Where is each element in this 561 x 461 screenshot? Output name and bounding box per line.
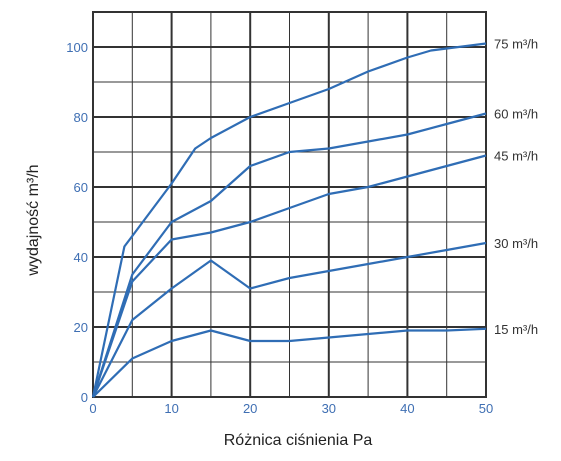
plot-frame (92, 11, 487, 398)
y-tick-label: 40 (74, 250, 88, 265)
x-tick-label: 40 (400, 401, 414, 416)
y-tick-label: 60 (74, 180, 88, 195)
x-axis-label: Różnica ciśnienia Pa (224, 432, 373, 449)
y-tick-label: 80 (74, 110, 88, 125)
y-tick-label: 0 (81, 390, 88, 405)
axis-ticks: 0 10 20 30 40 50 0 20 40 60 80 100 (66, 40, 493, 416)
series-label: 15 m³/h (494, 322, 538, 337)
series-label: 45 m³/h (494, 149, 538, 164)
x-tick-label: 30 (322, 401, 336, 416)
series-label: 75 m³/h (494, 37, 538, 52)
series-line (92, 241, 487, 398)
series-line (91, 154, 487, 398)
grid (92, 11, 487, 398)
series-line (91, 112, 487, 398)
x-tick-label: 20 (243, 401, 257, 416)
series-lines (91, 42, 487, 398)
y-axis-label: wydajność m³/h (25, 164, 42, 276)
y-tick-label: 100 (66, 40, 88, 55)
series-line (91, 42, 487, 398)
x-tick-label: 50 (479, 401, 493, 416)
x-tick-label: 0 (89, 401, 96, 416)
series-label: 30 m³/h (494, 236, 538, 251)
x-tick-label: 10 (164, 401, 178, 416)
series-line (92, 327, 487, 398)
y-tick-label: 20 (74, 320, 88, 335)
series-labels: 75 m³/h 60 m³/h 45 m³/h 30 m³/h 15 m³/h (494, 37, 538, 337)
series-label: 60 m³/h (494, 107, 538, 122)
